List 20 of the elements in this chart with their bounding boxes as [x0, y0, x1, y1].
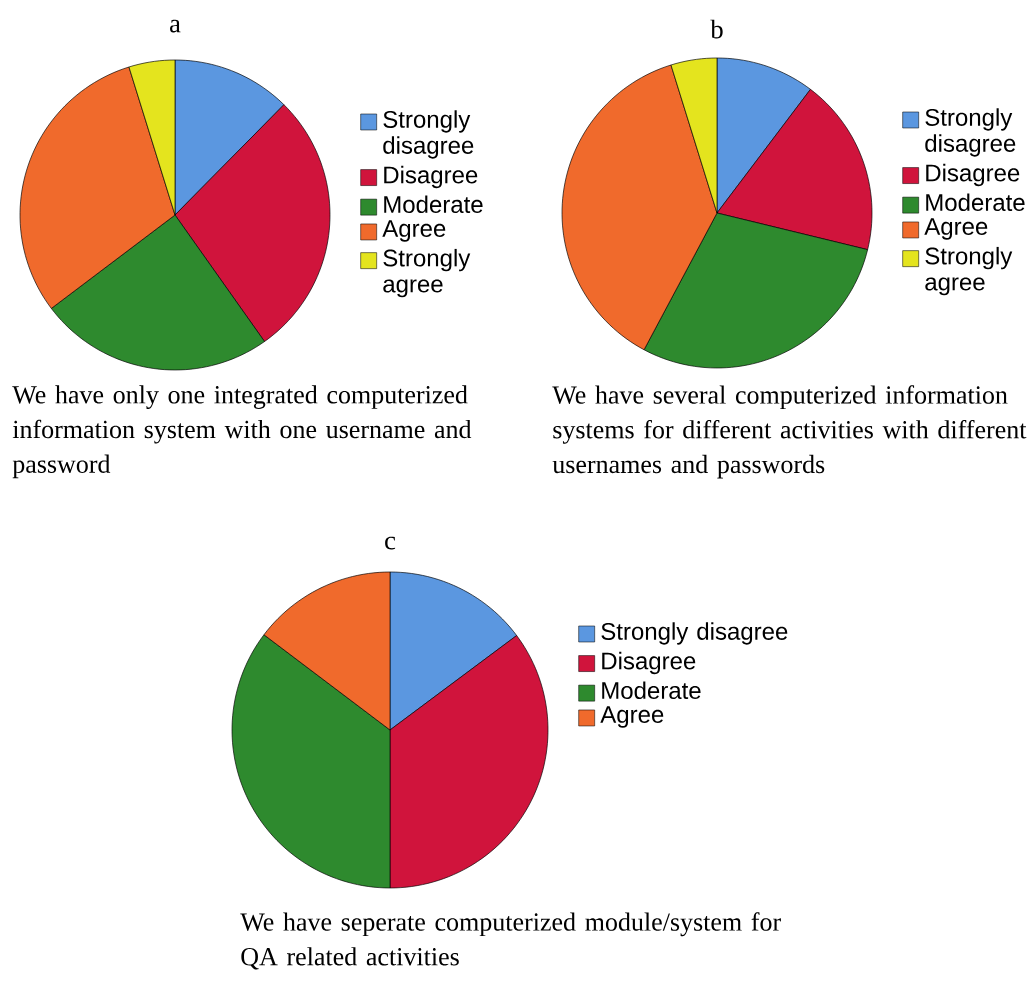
legend-label: Strongly disagree [925, 108, 1016, 157]
legend-label: Moderate [926, 193, 1025, 212]
chart-title: a [170, 19, 181, 33]
legend-label: Strongly disagree [601, 622, 788, 645]
legend-label: Strongly agree [383, 248, 471, 298]
legend-label: Agree [382, 220, 446, 242]
chart-title: b [710, 19, 723, 39]
legend-label: Agree [924, 218, 988, 240]
legend-label: Disagree [384, 165, 478, 189]
legend-label: Agree [600, 706, 664, 728]
text: We have several computerized information systems for different activities with different usernames and passwords [552, 385, 1027, 479]
legend-label: Disagree [602, 651, 696, 675]
text: We have seperate computerized module/system for QA related activities [240, 912, 781, 970]
legend-label: Disagree [926, 163, 1020, 187]
legend-label: Moderate [602, 681, 701, 700]
legend-label: Strongly agree [925, 246, 1013, 296]
legend-label: Moderate [384, 195, 483, 214]
text: We have only one integrated computerized information system with one username and password [12, 385, 472, 479]
legend-label: Strongly disagree [383, 110, 474, 159]
chart-title: c [385, 536, 396, 550]
